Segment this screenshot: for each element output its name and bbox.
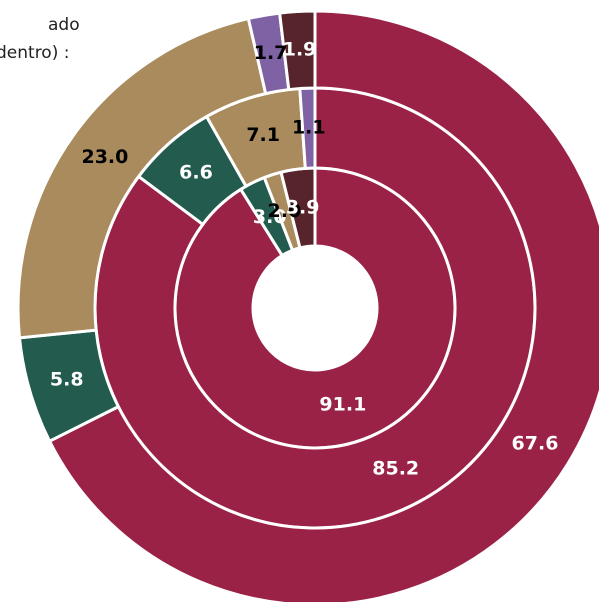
data-label: 6.6 [179,161,213,183]
data-label: 1.1 [292,117,326,139]
data-label: 67.6 [512,432,559,454]
data-label: 23.0 [81,146,128,168]
data-label: 3.9 [286,196,320,218]
title-line: dentro) : [0,43,69,63]
data-label: 7.1 [246,124,280,146]
data-label: 1.9 [283,38,317,60]
title-line: ado [48,15,80,35]
data-label: 91.1 [319,394,366,416]
ring-segment [47,9,599,602]
data-label: 5.8 [50,369,84,391]
ring-segment [277,9,317,92]
data-label: 85.2 [372,457,419,479]
data-label: 2.0 [268,200,302,222]
data-label: 1.7 [254,42,288,64]
data-label: 3.0 [253,206,287,228]
